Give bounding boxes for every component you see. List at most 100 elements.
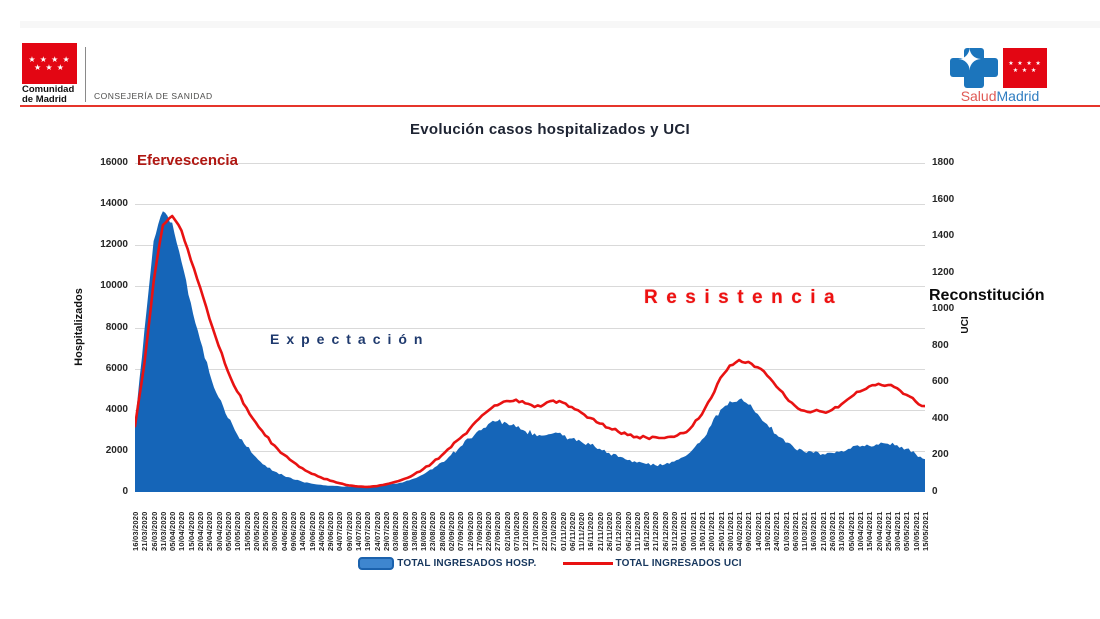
x-tick-label: 25/05/2020 (261, 511, 271, 551)
x-tick-label: 10/01/2021 (688, 511, 698, 551)
y-tick-left: 16000 (100, 157, 128, 168)
salud-star-icon: ✦ (957, 44, 983, 77)
chart-plot-area (135, 163, 925, 492)
x-tick-label: 26/11/2020 (605, 511, 614, 551)
x-tick-label: 01/11/2020 (558, 511, 568, 551)
x-tick-label: 22/09/2020 (484, 511, 494, 551)
salud-madrid-wordmark: SaludMadrid (940, 88, 1060, 104)
x-tick-label: 19/07/2020 (363, 511, 373, 551)
flag-right-stars-bottom: ★ ★ ★ (1012, 68, 1038, 74)
x-tick-label: 15/01/2021 (697, 511, 707, 551)
y-tick-right: 0 (932, 486, 938, 497)
x-tick-label: 10/05/2021 (911, 511, 921, 551)
flag-right-stars-top: ★ ★ ★ ★ (1008, 61, 1042, 67)
x-tick-label: 08/08/2020 (400, 511, 410, 551)
annotation-reconstitucion: Reconstitución (929, 287, 1045, 304)
x-tick-label: 30/01/2021 (725, 511, 735, 551)
x-tick-label: 04/02/2021 (735, 511, 745, 551)
x-tick-label: 26/12/2020 (660, 511, 670, 551)
x-tick-label: 20/01/2021 (707, 511, 717, 551)
y-tick-left: 10000 (100, 280, 128, 292)
x-tick-label: 23/08/2020 (428, 511, 438, 551)
flag-stars-top: ★ ★ ★ ★ (28, 54, 71, 64)
y-tick-left: 4000 (105, 403, 128, 415)
x-tick-label: 04/06/2020 (279, 511, 289, 551)
x-tick-label: 10/05/2020 (233, 511, 243, 551)
org-name-line2: de Madrid (22, 93, 67, 105)
x-tick-label: 26/03/2020 (149, 511, 159, 551)
x-tick-label: 06/03/2021 (790, 511, 800, 551)
x-tick-label: 02/10/2020 (502, 511, 512, 551)
x-tick-label: 11/03/2021 (800, 511, 810, 551)
x-tick-label: 15/04/2020 (186, 511, 196, 551)
madrid-flag-icon: ★ ★ ★ ★ ★ ★ ★ (1003, 48, 1047, 88)
x-tick-label: 31/03/2021 (837, 511, 847, 551)
y-tick-right: 1000 (932, 303, 955, 315)
x-tick-label: 11/11/2020 (577, 512, 587, 551)
y-tick-right: 200 (932, 449, 949, 461)
x-tick-label: 22/10/2020 (539, 511, 549, 551)
x-tick-label: 28/08/2020 (437, 511, 447, 551)
x-tick-label: 21/03/2021 (818, 511, 828, 551)
x-tick-label: 13/08/2020 (409, 511, 419, 551)
y-tick-left: 6000 (105, 362, 128, 374)
x-tick-label: 05/01/2021 (679, 511, 689, 551)
department-label: CONSEJERÍA DE SANIDAD (94, 91, 213, 101)
annotation-efervescencia: Efervescencia (137, 152, 238, 169)
chart-legend: TOTAL INGRESADOS HOSP. TOTAL INGRESADOS … (0, 557, 1100, 570)
x-tick-label: 30/04/2021 (893, 511, 903, 551)
x-tick-label: 27/09/2020 (493, 511, 503, 551)
chart-title: Evolución casos hospitalizados y UCI (409, 121, 691, 138)
y-tick-left: 8000 (105, 321, 128, 333)
legend-swatch-hosp-icon (358, 557, 395, 570)
x-tick-label: 12/09/2020 (465, 511, 475, 551)
x-tick-label: 18/08/2020 (419, 511, 429, 551)
x-tick-label: 09/06/2020 (289, 511, 298, 551)
y-tick-right: 600 (932, 376, 949, 388)
x-tick-label: 25/01/2021 (716, 511, 726, 551)
x-tick-label: 15/05/2020 (242, 511, 252, 551)
x-tick-label: 30/04/2020 (214, 511, 224, 551)
top-band (20, 21, 1100, 28)
x-tick-label: 21/12/2020 (651, 511, 661, 551)
x-tick-label: 17/10/2020 (530, 511, 540, 551)
x-tick-label: 10/04/2020 (177, 511, 187, 551)
x-tick-label: 01/03/2021 (781, 511, 791, 551)
x-tick-label: 19/06/2020 (307, 511, 317, 551)
x-tick-label: 16/11/2020 (586, 511, 596, 551)
series-hospitalized-area (135, 211, 925, 492)
x-tick-label: 15/05/2021 (921, 511, 930, 551)
x-tick-label: 03/08/2020 (391, 511, 401, 551)
x-tick-label: 11/12/2020 (632, 511, 642, 551)
x-tick-label: 02/09/2020 (447, 511, 456, 551)
x-tick-label: 31/03/2020 (158, 511, 168, 551)
x-tick-label: 20/05/2020 (251, 511, 261, 551)
x-tick-label: 17/09/2020 (474, 511, 484, 551)
x-tick-label: 20/04/2021 (874, 511, 884, 551)
x-tick-label: 21/03/2020 (140, 511, 150, 551)
x-tick-label: 05/05/2021 (902, 511, 912, 551)
x-tick-label: 30/05/2020 (270, 511, 280, 551)
x-tick-label: 29/06/2020 (326, 511, 336, 551)
x-tick-label: 05/04/2021 (846, 511, 856, 551)
legend-swatch-uci-icon (562, 562, 613, 565)
x-tick-label: 06/11/2020 (567, 511, 577, 551)
header-rule (20, 105, 1100, 107)
comunidad-madrid-flag-icon: ★ ★ ★ ★ ★ ★ ★ (22, 43, 77, 84)
y-tick-left: 2000 (105, 444, 128, 456)
legend-label-hosp: TOTAL INGRESADOS HOSP. (397, 558, 537, 569)
x-tick-label: 24/02/2021 (772, 511, 782, 551)
x-tick-label: 24/07/2020 (372, 511, 382, 551)
x-tick-label: 26/03/2021 (828, 511, 838, 551)
flag-stars-bottom: ★ ★ ★ (34, 62, 65, 72)
legend-label-uci: TOTAL INGRESADOS UCI (615, 558, 742, 569)
y-tick-right: 1400 (932, 230, 955, 242)
x-tick-label: 09/07/2020 (344, 511, 354, 551)
legend-item-uci: TOTAL INGRESADOS UCI (562, 558, 742, 569)
y-tick-right: 400 (932, 412, 949, 424)
x-tick-label: 15/04/2021 (865, 511, 875, 551)
x-tick-label: 29/07/2020 (381, 511, 391, 551)
x-tick-label: 09/02/2021 (744, 511, 754, 551)
x-tick-label: 24/06/2020 (316, 511, 326, 551)
